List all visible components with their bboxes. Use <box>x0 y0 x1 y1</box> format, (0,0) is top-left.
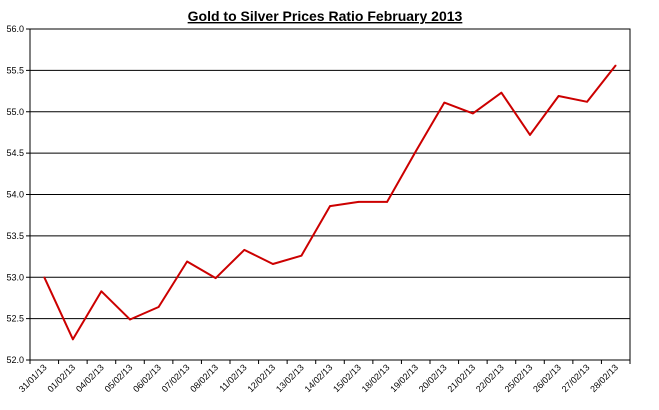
data-point <box>300 254 303 257</box>
x-tick-label: 25/02/13 <box>503 362 535 394</box>
y-axis-tick-labels: 52.0 52.5 53.0 53.5 54.0 54.5 55.0 55.5 56.0 <box>6 24 30 365</box>
data-point <box>129 318 131 321</box>
data-point <box>243 249 246 251</box>
data-point <box>443 101 446 104</box>
data-point <box>586 101 588 103</box>
data-point <box>100 290 103 293</box>
x-tick-label: 26/02/13 <box>531 362 563 394</box>
y-tick-label: 52.0 <box>6 355 24 365</box>
x-tick-label: 11/02/13 <box>217 362 248 393</box>
data-point <box>43 276 46 279</box>
x-tick-label: 05/02/13 <box>103 362 135 394</box>
chart-title: Gold to Silver Prices Ratio February 201… <box>188 8 463 24</box>
x-tick-label: 04/02/13 <box>74 362 106 394</box>
x-tick-label: 21/02/13 <box>445 362 477 394</box>
x-tick-label: 12/02/13 <box>245 362 277 394</box>
data-point <box>357 201 360 203</box>
x-tick-label: 19/02/13 <box>388 362 420 394</box>
x-tick-label: 08/02/13 <box>188 362 220 394</box>
y-tick-label: 53.5 <box>6 231 24 241</box>
x-tick-label: 20/02/13 <box>417 362 449 394</box>
data-point <box>500 91 503 94</box>
data-point <box>386 201 388 203</box>
data-point <box>157 306 160 308</box>
data-point <box>472 112 474 115</box>
x-tick-label: 01/02/13 <box>45 362 77 394</box>
data-point <box>272 263 274 265</box>
x-tick-label: 13/02/13 <box>274 362 306 394</box>
x-tick-label: 07/02/13 <box>160 362 192 394</box>
x-tick-label: 15/02/13 <box>331 362 363 394</box>
y-tick-label: 53.0 <box>6 272 24 282</box>
y-tick-label: 52.5 <box>6 314 24 324</box>
y-tick-label: 55.0 <box>6 107 24 117</box>
x-tick-label: 28/02/13 <box>588 362 620 394</box>
x-tick-label: 18/02/13 <box>360 362 392 394</box>
data-point <box>614 64 617 67</box>
series-line <box>43 64 617 341</box>
x-tick-label: 06/02/13 <box>131 362 163 394</box>
data-point <box>186 260 188 263</box>
y-tick-label: 54.5 <box>6 148 24 158</box>
data-point <box>557 95 560 97</box>
x-tick-label: 22/02/13 <box>474 362 506 394</box>
data-point <box>414 150 417 153</box>
y-tick-label: 55.5 <box>6 65 24 75</box>
series-ratio <box>43 64 617 341</box>
x-axis-tick-labels: 31/01/1301/02/1304/02/1305/02/1306/02/13… <box>17 360 631 394</box>
data-point <box>72 338 74 341</box>
data-point <box>529 134 531 136</box>
data-point <box>214 277 217 279</box>
x-tick-label: 31/01/13 <box>17 362 49 394</box>
data-point <box>329 205 331 207</box>
y-tick-label: 54.0 <box>6 190 24 200</box>
y-tick-label: 56.0 <box>6 24 24 34</box>
x-tick-label: 14/02/13 <box>303 362 335 394</box>
x-tick-label: 27/02/13 <box>560 362 592 394</box>
